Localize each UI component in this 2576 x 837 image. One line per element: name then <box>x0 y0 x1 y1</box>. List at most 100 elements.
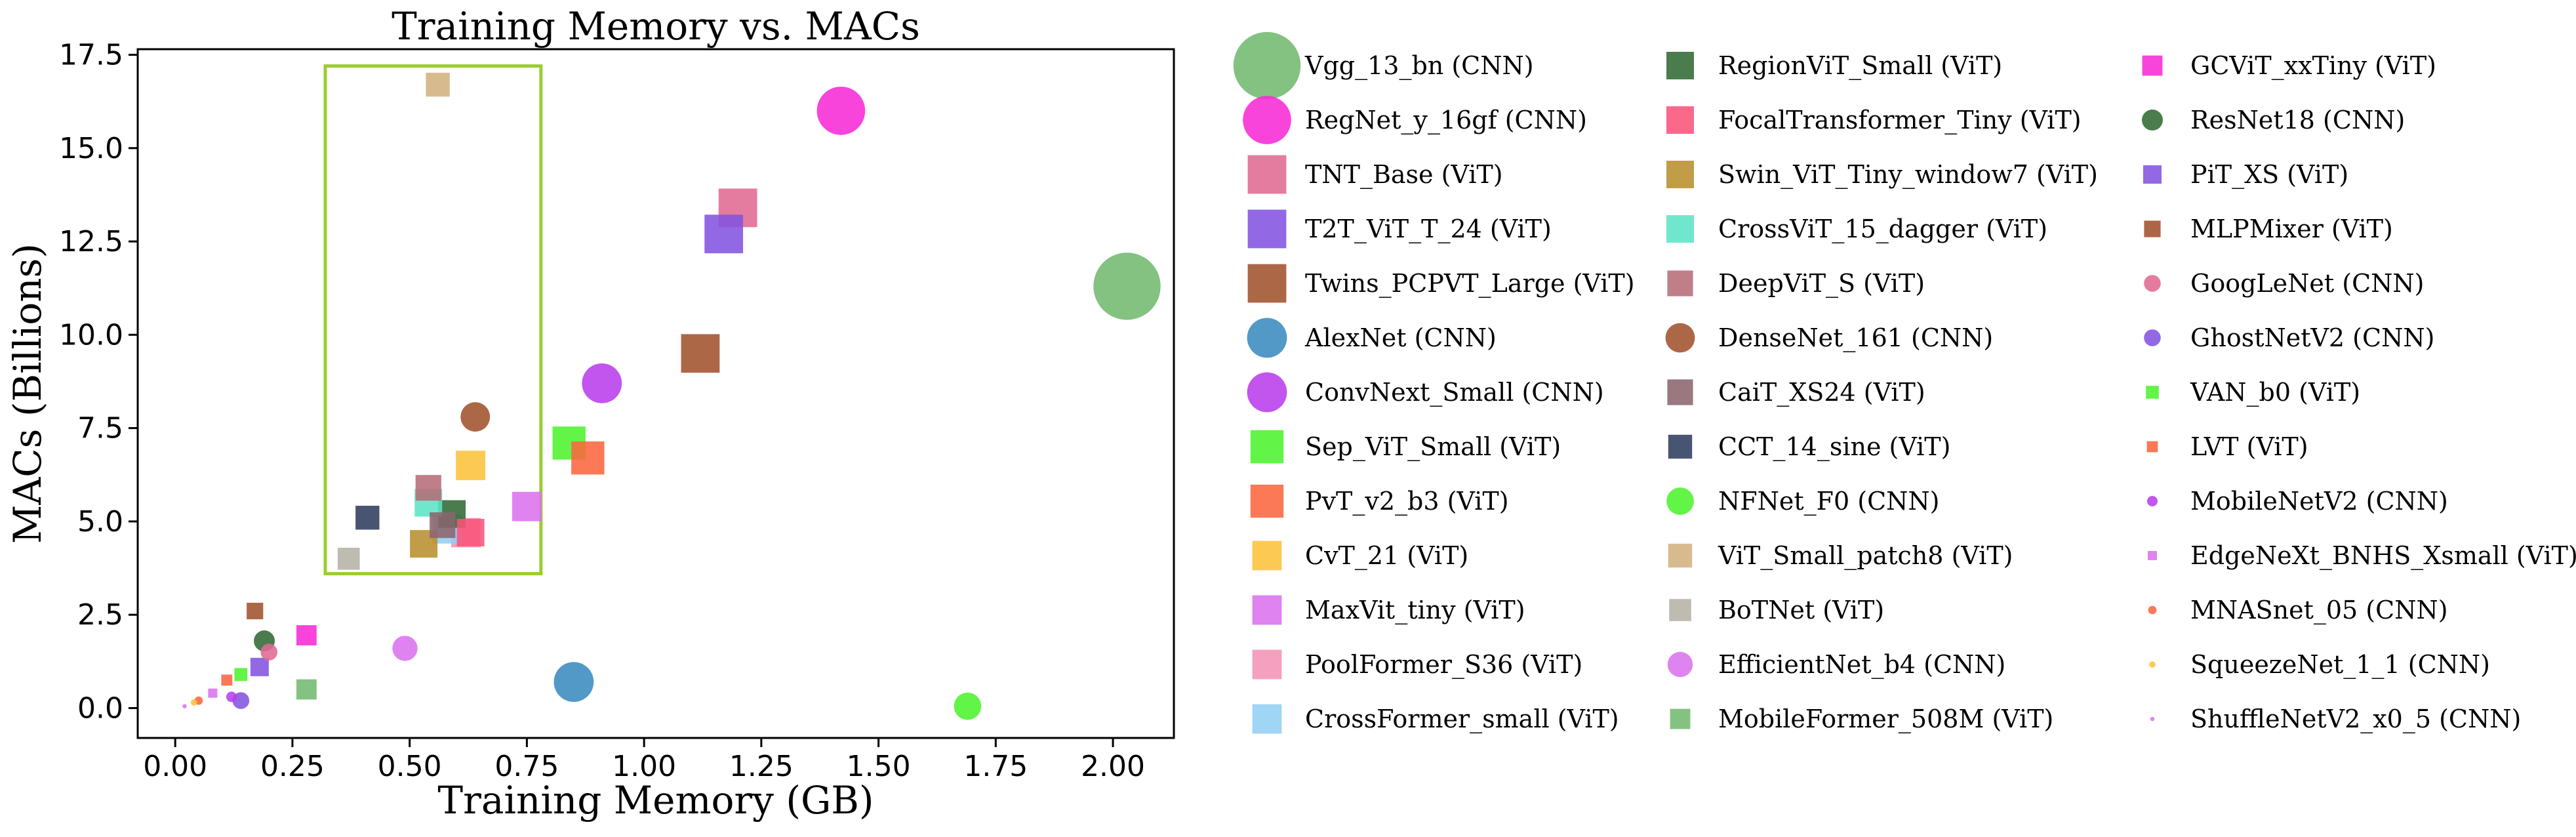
legend-marker-regionvit-small-vit <box>1666 52 1694 79</box>
x-tick-label: 1.25 <box>729 750 794 783</box>
chart-title: Training Memory vs. MACs <box>392 4 920 49</box>
plot-area <box>136 48 1175 739</box>
point-vit-small-patch8-vit <box>426 72 450 97</box>
legend-marker-sep-vit-small-vit <box>1250 430 1284 464</box>
point-twins-pcpvt-large-vit <box>681 334 720 373</box>
legend-marker-tnt-base-vit <box>1247 155 1287 194</box>
legend-marker-crossformer-small-vit <box>1252 704 1282 734</box>
legend-marker-vit-small-patch8-vit <box>1668 543 1693 568</box>
legend-label: MobileNetV2 (CNN) <box>2190 487 2448 516</box>
legend-marker-resnet18-cnn <box>2142 110 2163 131</box>
legend-marker-shufflenetv2-x0-5-cnn <box>2150 716 2155 722</box>
legend-label: LVT (ViT) <box>2190 432 2308 461</box>
legend-label: ConvNext_Small (CNN) <box>1305 378 1604 407</box>
legend-label: DenseNet_161 (CNN) <box>1718 323 1993 353</box>
legend-marker-mnasnet-05-cnn <box>2148 605 2157 615</box>
point-densenet-161-cnn <box>460 402 491 432</box>
legend-label: PoolFormer_S36 (ViT) <box>1305 650 1582 680</box>
x-tick-label: 1.75 <box>963 750 1028 783</box>
legend-marker-efficientnet-b4-cnn <box>1667 651 1693 678</box>
legend-label: DeepViT_S (ViT) <box>1718 269 1925 298</box>
legend-label: Twins_PCPVT_Large (ViT) <box>1305 269 1635 298</box>
point-squeezenet-1-1-cnn <box>190 699 197 706</box>
point-regnet-y-16gf-cnn <box>816 87 866 135</box>
legend-marker-convnext-small-cnn <box>1247 372 1287 413</box>
y-tick-label: 7.5 <box>77 412 123 445</box>
legend-label: CrossFormer_small (ViT) <box>1305 704 1619 734</box>
legend-marker-twins-pcpvt-large-vit <box>1247 264 1287 303</box>
legend-marker-gcvit-xxtiny-vit <box>2142 55 2163 76</box>
highlight-box <box>323 64 543 576</box>
legend-marker-poolformer-s36-vit <box>1252 649 1282 680</box>
legend-marker-densenet-161-cnn <box>1665 323 1695 353</box>
legend-label: MobileFormer_508M (ViT) <box>1718 704 2053 734</box>
x-tick-label: 0.75 <box>494 750 559 783</box>
legend-label: RegNet_y_16gf (CNN) <box>1305 106 1587 135</box>
x-tick-label: 0.50 <box>378 750 442 783</box>
point-mlpmixer-vit <box>247 602 264 620</box>
x-tick-label: 2.00 <box>1081 750 1145 783</box>
legend-label: Swin_ViT_Tiny_window7 (ViT) <box>1718 160 2098 190</box>
legend-label: MLPMixer (ViT) <box>2190 214 2393 243</box>
legend-label: FocalTransformer_Tiny (ViT) <box>1718 106 2082 135</box>
point-vgg-13-bn-cnn <box>1093 253 1161 320</box>
legend-marker-botnet-vit <box>1669 599 1691 621</box>
legend-marker-regnet-y-16gf-cnn <box>1243 96 1291 144</box>
legend-label: GhostNetV2 (CNN) <box>2190 323 2434 352</box>
legend-label: Vgg_13_bn (CNN) <box>1304 51 1534 81</box>
legend-label: EfficientNet_b4 (CNN) <box>1718 650 2005 680</box>
legend-label: ViT_Small_patch8 (ViT) <box>1718 541 2013 571</box>
legend-marker-ghostnetv2-cnn <box>2144 329 2161 346</box>
point-cait-xs24-vit <box>430 512 456 539</box>
y-tick-label: 15.0 <box>59 132 123 165</box>
legend-marker-lvt-vit <box>2146 441 2158 453</box>
legend-label: CrossViT_15_dagger (ViT) <box>1718 214 2047 244</box>
legend-label: MaxVit_tiny (ViT) <box>1305 596 1525 625</box>
point-botnet-vit <box>337 548 360 570</box>
y-axis-ticks: 0.0 2.5 5.0 7.5 10.0 12.5 15.0 17.5 <box>59 39 138 725</box>
x-tick-label: 0.25 <box>260 750 325 783</box>
x-axis-ticks: 0.00 0.25 0.50 0.75 1.00 1.25 1.50 1.75 2.00 <box>143 738 1145 783</box>
y-tick-label: 10.0 <box>59 318 123 352</box>
point-mobilenetv2-cnn <box>226 691 237 703</box>
data-points <box>182 72 1161 720</box>
point-nfnet-f0-cnn <box>954 692 982 720</box>
legend-label: SqueezeNet_1_1 (CNN) <box>2190 650 2490 680</box>
legend-marker-van-b0-vit <box>2146 386 2159 399</box>
x-tick-label: 1.50 <box>847 750 911 783</box>
legend-label: AlexNet (CNN) <box>1304 323 1497 352</box>
legend-marker-googlenet-cnn <box>2144 275 2161 292</box>
legend-label: BoTNet (ViT) <box>1718 596 1884 624</box>
legend-marker-edgenext-bnhs-xsmall-vit <box>2148 551 2157 560</box>
point-deepvit-s-vit <box>415 475 441 501</box>
legend-label: PvT_v2_b3 (ViT) <box>1305 487 1509 516</box>
x-axis-label: Training Memory (GB) <box>437 778 874 823</box>
x-tick-label: 1.00 <box>612 750 676 783</box>
legend-marker-maxvit-tiny-vit <box>1252 595 1282 625</box>
legend-label: CaiT_XS24 (ViT) <box>1718 378 1925 407</box>
legend: Vgg_13_bn (CNN) RegNet_y_16gf (CNN) TNT_Ba… <box>1233 31 2576 734</box>
legend-label: VAN_b0 (ViT) <box>2190 378 2360 407</box>
point-alexnet-cnn <box>553 662 594 703</box>
legend-label: MNASnet_05 (CNN) <box>2190 596 2448 625</box>
legend-marker-swin-vit-tiny-window7-vit <box>1666 161 1694 188</box>
y-tick-label: 12.5 <box>59 225 123 258</box>
legend-label: ShuffleNetV2_x0_5 (CNN) <box>2190 704 2521 734</box>
y-tick-label: 17.5 <box>59 39 123 72</box>
legend-marker-mobilenetv2-cnn <box>2147 496 2158 506</box>
point-maxvit-tiny-vit <box>512 491 542 521</box>
legend-label: CCT_14_sine (ViT) <box>1718 432 1950 462</box>
legend-label: GCViT_xxTiny (ViT) <box>2190 51 2436 81</box>
legend-label: TNT_Base (ViT) <box>1305 160 1503 190</box>
point-cct-14-sine-vit <box>355 506 380 530</box>
point-focaltransformer-tiny-vit <box>456 518 485 546</box>
point-gcvit-xxtiny-vit <box>296 625 317 645</box>
y-tick-label: 5.0 <box>77 505 123 539</box>
legend-marker-vgg-13-bn-cnn <box>1233 31 1301 100</box>
legend-label: NFNet_F0 (CNN) <box>1718 487 1939 516</box>
x-tick-label: 0.00 <box>143 750 207 783</box>
legend-label: Sep_ViT_Small (ViT) <box>1305 432 1561 462</box>
y-tick-label: 0.0 <box>77 691 123 725</box>
point-lvt-vit <box>221 674 233 686</box>
